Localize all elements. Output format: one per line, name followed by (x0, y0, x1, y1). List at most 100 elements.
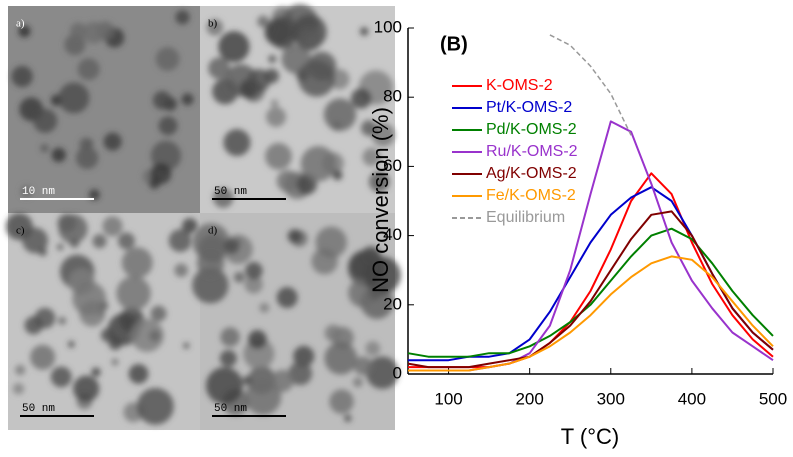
particle (324, 341, 358, 375)
particle (102, 216, 123, 237)
panel-label: (B) (440, 33, 468, 55)
particle (329, 389, 354, 414)
particle (33, 108, 58, 133)
particles (192, 223, 401, 422)
particle (208, 57, 231, 80)
particle (18, 25, 31, 38)
particle (12, 383, 25, 395)
series-line (549, 34, 632, 136)
particle (350, 88, 372, 109)
particle (56, 243, 64, 251)
y-tick-label: 100 (374, 17, 402, 36)
particle (149, 330, 161, 342)
particle (259, 302, 270, 313)
particle (361, 246, 381, 266)
particle (40, 143, 49, 153)
particle (223, 238, 240, 254)
particle (271, 369, 294, 393)
particle (276, 287, 298, 309)
particle (88, 189, 100, 201)
particle (130, 318, 164, 352)
series-line (407, 227, 774, 358)
particle (192, 267, 229, 304)
particle (298, 60, 335, 97)
y-tick-label: 0 (393, 363, 402, 382)
legend-label: Ru/K-OMS-2 (486, 143, 578, 160)
x-tick-label: 200 (515, 389, 543, 408)
particle (297, 27, 322, 52)
particle (150, 163, 172, 185)
particle (249, 370, 274, 395)
particle (192, 223, 230, 261)
legend-label: Ag/K-OMS-2 (486, 165, 577, 182)
x-axis-label: T (°C) (561, 424, 620, 449)
particle (287, 229, 302, 244)
particle (268, 55, 277, 64)
particle (332, 170, 343, 181)
particle (366, 356, 399, 390)
legend-label: Pd/K-OMS-2 (486, 121, 577, 138)
particle (91, 367, 101, 377)
particle (244, 275, 263, 294)
particle (315, 226, 347, 259)
particle (205, 367, 244, 405)
particle (108, 336, 122, 350)
particle (50, 366, 72, 388)
series-line (407, 210, 774, 369)
particle (324, 324, 342, 342)
particle (92, 234, 107, 249)
particle (121, 247, 153, 279)
particle (155, 47, 180, 71)
legend-label: Equilibrium (486, 209, 565, 226)
particle (365, 341, 381, 356)
particle (103, 132, 122, 151)
particle (15, 364, 26, 376)
particle (181, 93, 194, 106)
particle (257, 15, 270, 28)
x-tick-label: 500 (759, 389, 787, 408)
particle (73, 375, 100, 402)
particles (206, 4, 395, 208)
particle (152, 91, 172, 110)
particle (11, 65, 33, 88)
particles (11, 10, 194, 201)
particle (30, 344, 56, 370)
particle (248, 330, 267, 349)
particle (82, 21, 105, 44)
particle (150, 140, 182, 171)
particle (38, 247, 48, 257)
particle (344, 414, 352, 422)
particle (24, 316, 43, 335)
particle (352, 377, 363, 388)
y-tick-label: 60 (383, 156, 402, 175)
particle (264, 68, 280, 84)
particle (265, 142, 292, 170)
particle (265, 106, 287, 127)
particle (183, 342, 190, 349)
particle (218, 31, 250, 63)
series-line (408, 186, 774, 362)
particle (158, 116, 178, 136)
particle (67, 340, 75, 348)
y-tick-label: 20 (383, 294, 402, 313)
particle (353, 356, 373, 376)
panel-letter: b) (208, 18, 218, 30)
y-tick-label: 40 (383, 225, 402, 244)
particle (64, 34, 86, 56)
particles (5, 213, 198, 425)
particle (270, 99, 279, 108)
particle (323, 98, 357, 131)
tem-panels: a) 10 nm b) 50 nm c) 50 nm d) 50 nm (5, 4, 401, 430)
series-line (408, 120, 774, 372)
particle (196, 249, 225, 277)
particle (242, 376, 252, 386)
particle (111, 358, 119, 366)
particle (182, 218, 198, 234)
panel-letter: c) (16, 225, 25, 237)
particle (174, 263, 189, 278)
particle (116, 276, 151, 311)
particle (58, 82, 90, 114)
particle (288, 361, 313, 386)
y-tick-label: 80 (383, 87, 402, 106)
particle (359, 27, 369, 36)
